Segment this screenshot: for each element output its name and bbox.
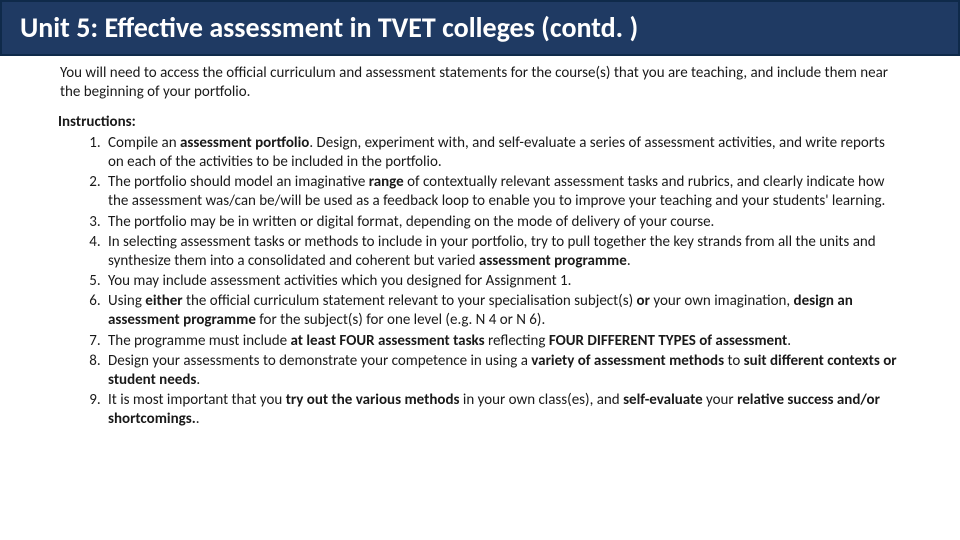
list-item: The portfolio may be in written or digit… (104, 213, 902, 232)
list-item: It is most important that you try out th… (104, 391, 902, 429)
instructions-block: Instructions: Compile an assessment port… (0, 109, 960, 431)
intro-paragraph: You will need to access the official cur… (0, 56, 960, 108)
list-item: The programme must include at least FOUR… (104, 332, 902, 351)
list-item: You may include assessment activities wh… (104, 272, 902, 291)
instructions-heading: Instructions: (58, 113, 902, 132)
slide-page: Unit 5: Effective assessment in TVET col… (0, 0, 960, 540)
list-item: Using either the official curriculum sta… (104, 292, 902, 330)
list-item: Compile an assessment portfolio. Design,… (104, 134, 902, 172)
list-item: In selecting assessment tasks or methods… (104, 233, 902, 271)
list-item: Design your assessments to demonstrate y… (104, 352, 902, 390)
list-item: The portfolio should model an imaginativ… (104, 173, 902, 211)
slide-title: Unit 5: Effective assessment in TVET col… (0, 0, 960, 56)
instructions-list: Compile an assessment portfolio. Design,… (58, 134, 902, 430)
